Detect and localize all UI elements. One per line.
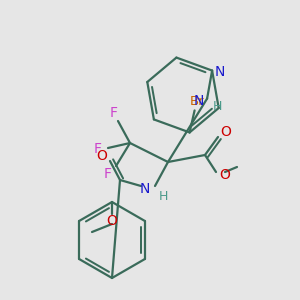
Text: O: O xyxy=(106,214,117,228)
Text: H: H xyxy=(212,100,222,113)
Text: N: N xyxy=(194,94,204,108)
Text: O: O xyxy=(97,149,107,163)
Text: H: H xyxy=(158,190,168,202)
Text: N: N xyxy=(215,64,225,79)
Text: O: O xyxy=(220,125,231,139)
Text: F: F xyxy=(104,167,112,181)
Text: F: F xyxy=(110,106,118,120)
Text: Br: Br xyxy=(189,95,204,108)
Text: N: N xyxy=(140,182,150,196)
Text: F: F xyxy=(94,142,102,156)
Text: O: O xyxy=(220,168,230,182)
